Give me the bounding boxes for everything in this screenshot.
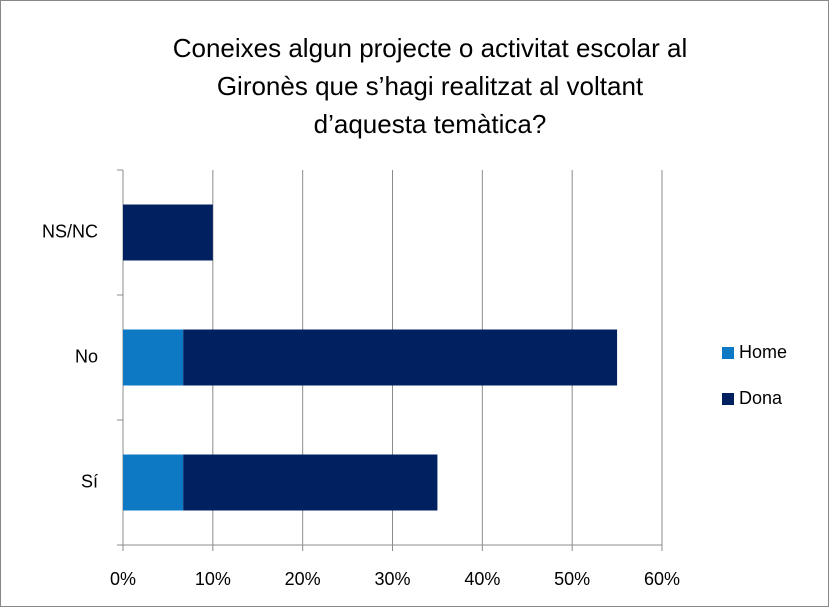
y-tick-label: NS/NC xyxy=(42,221,98,241)
x-tick-label: 60% xyxy=(644,569,680,589)
x-tick-label: 50% xyxy=(554,569,590,589)
y-tick-label: Sí xyxy=(81,471,98,491)
x-tick-label: 0% xyxy=(110,569,136,589)
legend-swatch xyxy=(722,393,734,405)
chart-title: Coneixes algun projecte o activitat esco… xyxy=(173,33,688,63)
legend-swatch xyxy=(722,347,734,359)
bar xyxy=(123,454,184,511)
x-tick-label: 10% xyxy=(195,569,231,589)
chart-title: d’aquesta temàtica? xyxy=(314,109,547,139)
bar xyxy=(123,204,213,261)
bar xyxy=(123,329,184,386)
legend-label: Dona xyxy=(739,388,783,408)
x-tick-label: 20% xyxy=(285,569,321,589)
legend-label: Home xyxy=(739,342,787,362)
x-tick-label: 30% xyxy=(374,569,410,589)
x-tick-label: 40% xyxy=(464,569,500,589)
chart-title: Gironès que s’hagi realitzat al voltant xyxy=(217,71,644,101)
y-tick-label: No xyxy=(75,346,98,366)
bar xyxy=(183,454,438,511)
bar xyxy=(183,329,618,386)
